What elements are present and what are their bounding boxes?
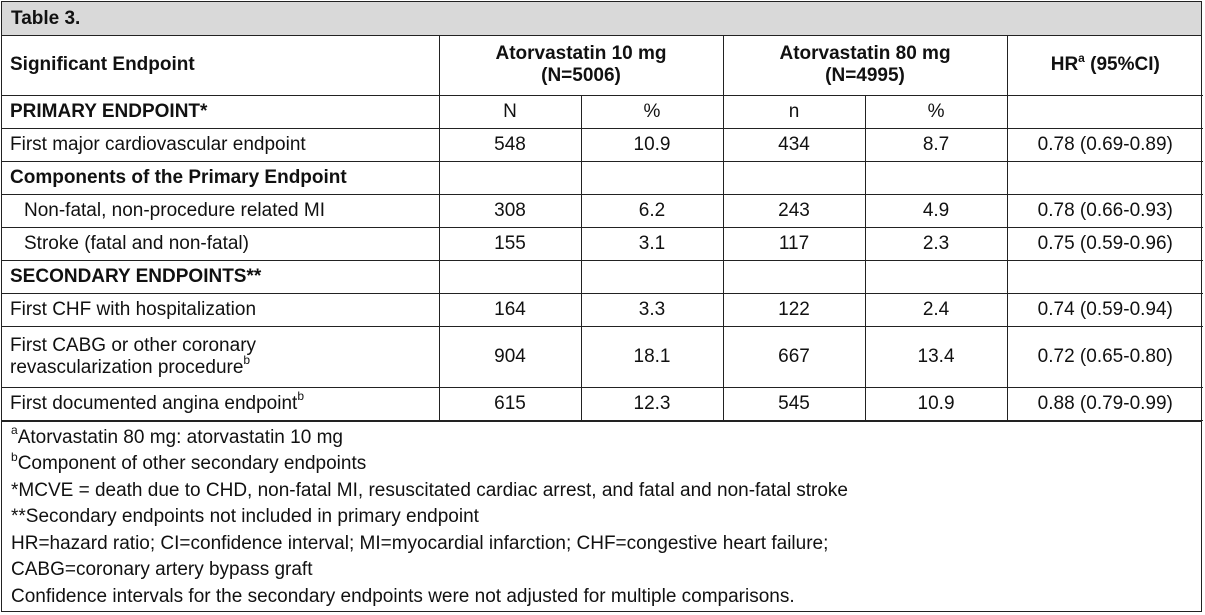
table-row: Non-fatal, non-procedure related MI 308 … (2, 193, 1204, 228)
cell-n-80mg: 545 (722, 386, 866, 421)
header-group-10mg-n: (N=5006) (541, 65, 621, 87)
cell-n-10mg: 615 (438, 386, 582, 421)
cell-pct-80mg: 13.4 (864, 325, 1008, 388)
cell-pct-10mg: 10.9 (580, 127, 724, 162)
header-hr-ci: (95%CI) (1084, 54, 1160, 76)
cell-pct-10mg: 3.3 (580, 292, 724, 327)
cell-n-10mg: 164 (438, 292, 582, 327)
cell-pct-10mg: 3.1 (580, 226, 724, 261)
footnote-ci: Confidence intervals for the secondary e… (11, 585, 795, 607)
empty-cell (438, 259, 582, 294)
cell-pct-10mg: 12.3 (580, 386, 724, 421)
footnotes: aAtorvastatin 80 mg: atorvastatin 10 mg … (2, 420, 1201, 611)
cell-hr: 0.74 (0.59-0.94) (1006, 292, 1204, 327)
results-table: Significant Endpoint Atorvastatin 10 mg … (2, 36, 1204, 421)
cell-pct-10mg: 6.2 (580, 193, 724, 228)
cell-pct-80mg: 2.4 (864, 292, 1008, 327)
cell-pct-10mg: 18.1 (580, 325, 724, 388)
header-endpoint: Significant Endpoint (2, 36, 440, 96)
row-label-text: First documented angina endpoint (10, 392, 298, 414)
header-group-80mg: Atorvastatin 80 mg (N=4995) (722, 36, 1008, 96)
row-label-line2: revascularization procedure (10, 356, 244, 378)
footnote-b: bComponent of other secondary endpoints (11, 451, 1192, 478)
cell-n-10mg: 904 (438, 325, 582, 388)
cell-hr: 0.78 (0.69-0.89) (1006, 127, 1204, 162)
table-title: Table 3. (2, 2, 1201, 36)
table-row: First CHF with hospitalization 164 3.3 1… (2, 292, 1204, 327)
footnote-b-marker: b (297, 389, 304, 404)
footnote-a-text: Atorvastatin 80 mg: atorvastatin 10 mg (17, 426, 343, 448)
table-row: First CABG or other coronary revasculari… (2, 325, 1204, 388)
row-label: Non-fatal, non-procedure related MI (2, 193, 440, 228)
footnote-b-text: Component of other secondary endpoints (17, 453, 367, 474)
cell-hr: 0.72 (0.65-0.80) (1006, 325, 1204, 388)
section-row: SECONDARY ENDPOINTS** (2, 259, 1204, 294)
table-row: Stroke (fatal and non-fatal) 155 3.1 117… (2, 226, 1204, 261)
cell-pct-80mg: 8.7 (864, 127, 1008, 162)
footnote-abbreviations-cont: CABG=coronary artery bypass graft (11, 559, 313, 580)
col-n-10mg: N (438, 94, 582, 129)
col-hr-empty (1006, 94, 1204, 129)
section-components: Components of the Primary Endpoint (2, 160, 440, 195)
footnote-a-marker: a (11, 423, 18, 438)
empty-cell (722, 259, 866, 294)
row-label-line1: First CABG or other coronary (10, 334, 257, 356)
header-group-10mg-name: Atorvastatin 10 mg (495, 43, 667, 65)
footnote-secondary: **Secondary endpoints not included in pr… (11, 506, 479, 527)
footnote-b-marker: b (11, 449, 18, 464)
row-label: First CABG or other coronary revasculari… (2, 325, 440, 388)
footnote-b-marker: b (243, 353, 251, 368)
table-row: First major cardiovascular endpoint 548 … (2, 127, 1204, 162)
cell-n-10mg: 155 (438, 226, 582, 261)
header-group-10mg: Atorvastatin 10 mg (N=5006) (438, 36, 724, 96)
empty-cell (1006, 259, 1204, 294)
empty-cell (722, 160, 866, 195)
col-pct-10mg: % (580, 94, 724, 129)
col-n-80mg: n (722, 94, 866, 129)
cell-n-80mg: 243 (722, 193, 866, 228)
header-row: Significant Endpoint Atorvastatin 10 mg … (2, 36, 1204, 96)
cell-pct-80mg: 4.9 (864, 193, 1008, 228)
col-pct-80mg: % (864, 94, 1008, 129)
header-hr: HRa (95%CI) (1006, 36, 1204, 96)
empty-cell (580, 160, 724, 195)
row-label: First CHF with hospitalization (2, 292, 440, 327)
empty-cell (438, 160, 582, 195)
subheader-row: PRIMARY ENDPOINT* N % n % (2, 94, 1204, 129)
cell-pct-80mg: 2.3 (864, 226, 1008, 261)
empty-cell (1006, 160, 1204, 195)
empty-cell (580, 259, 724, 294)
table-row: First documented angina endpointb 615 12… (2, 386, 1204, 421)
cell-n-80mg: 122 (722, 292, 866, 327)
cell-n-80mg: 667 (722, 325, 866, 388)
row-label: First major cardiovascular endpoint (2, 127, 440, 162)
cell-pct-80mg: 10.9 (864, 386, 1008, 421)
cell-hr: 0.75 (0.59-0.96) (1006, 226, 1204, 261)
cell-n-80mg: 434 (722, 127, 866, 162)
cell-hr: 0.78 (0.66-0.93) (1006, 193, 1204, 228)
cell-hr: 0.88 (0.79-0.99) (1006, 386, 1204, 421)
cell-n-80mg: 117 (722, 226, 866, 261)
footnote-abbreviations: HR=hazard ratio; CI=confidence interval;… (11, 532, 829, 554)
header-group-80mg-name: Atorvastatin 80 mg (779, 43, 951, 65)
section-primary: PRIMARY ENDPOINT* (2, 94, 440, 129)
header-group-80mg-n: (N=4995) (825, 65, 905, 87)
section-secondary: SECONDARY ENDPOINTS** (2, 259, 440, 294)
footnote-mcve: *MCVE = death due to CHD, non-fatal MI, … (11, 479, 848, 501)
header-hr-sup: a (1078, 50, 1085, 65)
section-row: Components of the Primary Endpoint (2, 160, 1204, 195)
cell-n-10mg: 308 (438, 193, 582, 228)
empty-cell (864, 259, 1008, 294)
row-label: Stroke (fatal and non-fatal) (2, 226, 440, 261)
footnote-a: aAtorvastatin 80 mg: atorvastatin 10 mg (11, 423, 1192, 452)
header-hr-label: HR (1050, 54, 1079, 76)
row-label: First documented angina endpointb (2, 386, 440, 421)
cell-n-10mg: 548 (438, 127, 582, 162)
empty-cell (864, 160, 1008, 195)
